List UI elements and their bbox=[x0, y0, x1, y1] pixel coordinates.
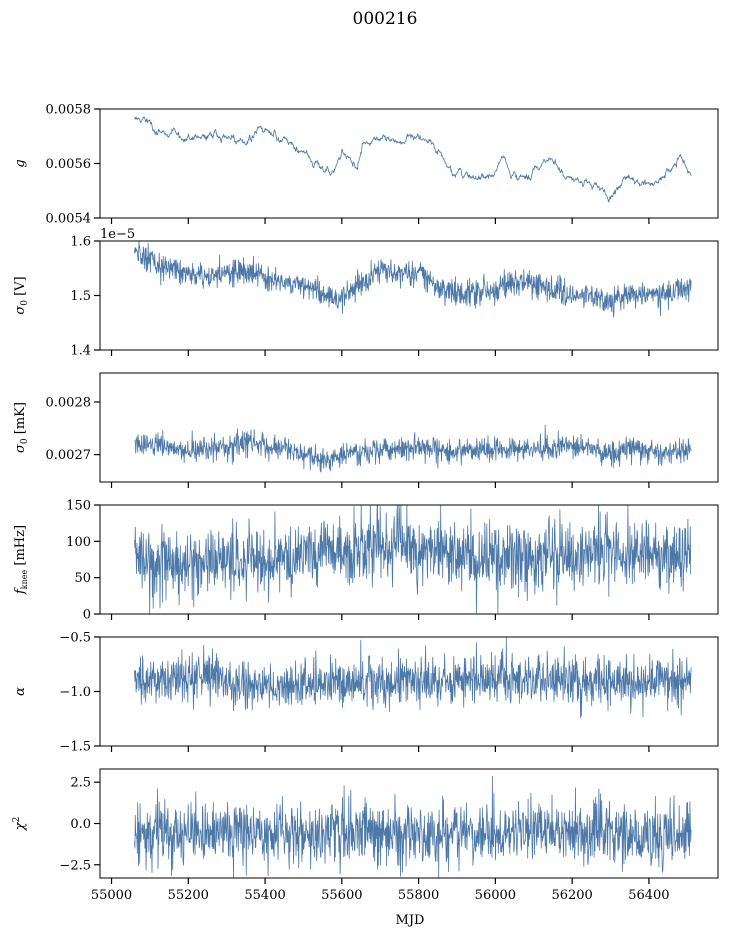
y-tick-label: 150 bbox=[66, 499, 91, 514]
y-tick-label: −0.5 bbox=[59, 631, 91, 646]
y-tick-label: 1.5 bbox=[70, 289, 91, 304]
y-tick-label: 100 bbox=[66, 535, 91, 550]
series-line-3 bbox=[134, 424, 692, 473]
x-tick-label: 55800 bbox=[398, 888, 439, 903]
y-tick-label: −2.5 bbox=[59, 858, 91, 873]
y-axis-label-3: σ0 [mK] bbox=[13, 402, 30, 453]
series-line-2 bbox=[134, 240, 692, 318]
y-tick-label: 1.4 bbox=[70, 344, 91, 359]
y-axis-label-4: fknee [mHz] bbox=[13, 525, 29, 595]
panel-4: 0 50 100 150 fknee [mHz] bbox=[13, 499, 719, 623]
y-tick-label: 0.0 bbox=[70, 817, 91, 832]
x-axis-label: MJD bbox=[396, 913, 425, 928]
panel-6: −2.5 0.0 2.5 55000 55200 55400 55600 55800 56000… bbox=[12, 768, 719, 903]
series-line-4 bbox=[134, 504, 692, 615]
x-tick-label: 55600 bbox=[321, 888, 362, 903]
x-tick-label: 55200 bbox=[168, 888, 209, 903]
y-offset-label: 1e−5 bbox=[100, 227, 135, 242]
y-tick-label: 2.5 bbox=[70, 776, 91, 791]
y-tick-label: 0.0027 bbox=[46, 448, 92, 463]
x-tick-label: 56000 bbox=[475, 888, 516, 903]
series-line-5 bbox=[134, 636, 692, 719]
axes-frame-3 bbox=[99, 372, 719, 483]
y-axis-label-1: g bbox=[13, 159, 28, 167]
y-tick-label: 1.6 bbox=[70, 235, 91, 250]
y-tick-label: 50 bbox=[74, 571, 91, 586]
panels: 0.0054 0.0056 0.0058 g 1.4 1.5 1.6 1e−5 σ0 [V] 0.… bbox=[12, 103, 719, 903]
y-tick-label: 0.0058 bbox=[46, 103, 92, 118]
panel-3: 0.0027 0.0028 σ0 [mK] bbox=[13, 372, 719, 488]
y-axis-label-2: σ0 [V] bbox=[13, 276, 30, 314]
y-tick-label: −1.0 bbox=[59, 685, 91, 700]
y-tick-label: 0.0054 bbox=[46, 212, 92, 227]
y-tick-label: 0.0056 bbox=[46, 157, 92, 172]
y-tick-label: 0.0028 bbox=[46, 395, 92, 410]
panel-2: 1.4 1.5 1.6 1e−5 σ0 [V] bbox=[13, 227, 719, 359]
x-tick-label: 55000 bbox=[91, 888, 132, 903]
x-tick-label: 55400 bbox=[244, 888, 285, 903]
axes-frame-4 bbox=[99, 504, 719, 615]
y-axis-label-6: χ2 bbox=[12, 817, 28, 832]
axes-frame-5 bbox=[99, 636, 719, 747]
series-line-1 bbox=[134, 116, 692, 203]
y-tick-label: 0 bbox=[83, 608, 91, 623]
series-line-6 bbox=[134, 776, 692, 879]
x-tick-label: 56400 bbox=[628, 888, 669, 903]
y-axis-label-5: α bbox=[13, 687, 28, 696]
panel-5: −1.5 −1.0 −0.5 α bbox=[13, 631, 719, 755]
y-tick-label: −1.5 bbox=[59, 740, 91, 755]
x-tick-label: 56200 bbox=[551, 888, 592, 903]
axes-frame-1 bbox=[99, 108, 719, 219]
panel-1: 0.0054 0.0056 0.0058 g bbox=[13, 103, 719, 227]
figure-title: 000216 bbox=[353, 9, 418, 29]
